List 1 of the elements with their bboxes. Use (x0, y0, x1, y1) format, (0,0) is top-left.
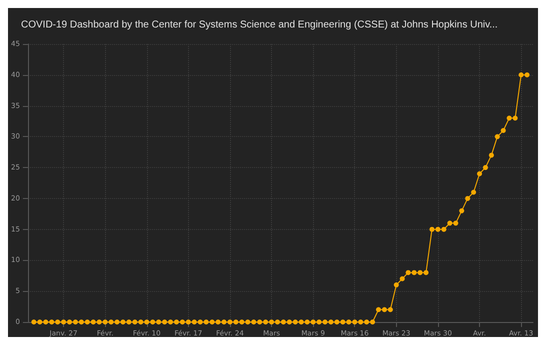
chart-title: COVID-19 Dashboard by the Center for Systems Science and Engineering (CSSE) at Johns Hopkins Univ... (21, 20, 498, 30)
